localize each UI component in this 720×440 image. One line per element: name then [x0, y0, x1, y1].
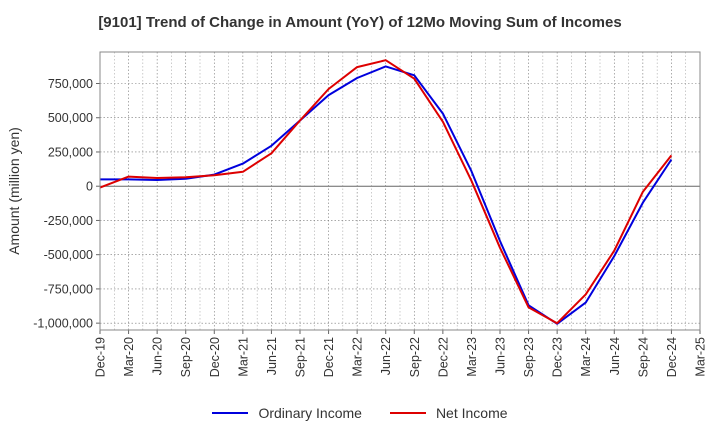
y-tick-label: 250,000 — [48, 145, 93, 159]
x-tick-label: Sep-21 — [294, 337, 308, 377]
legend-label-net-income: Net Income — [435, 405, 508, 421]
x-tick-label: Mar-20 — [122, 337, 136, 377]
axis-layer: -1,000,000 -750,000 -500,000 -250,000 0 250,0… — [33, 77, 707, 377]
legend: Ordinary Income Net Income — [0, 405, 720, 421]
x-tick-label: Dec-20 — [208, 337, 222, 377]
legend-label-ordinary-income: Ordinary Income — [258, 405, 362, 421]
x-tick-label: Mar-23 — [465, 337, 479, 377]
y-tick-label: 0 — [86, 180, 93, 194]
x-tick-label: Mar-24 — [579, 337, 593, 377]
y-axis-label: Amount (million yen) — [6, 127, 22, 255]
x-tick-label: Jun-20 — [151, 337, 165, 375]
y-tick-label: -250,000 — [44, 214, 93, 228]
x-tick-label: Sep-24 — [636, 337, 650, 377]
y-tick-label: -500,000 — [44, 248, 93, 262]
x-tick-label: Dec-24 — [665, 337, 679, 377]
x-tick-label: Mar-21 — [236, 337, 250, 377]
series-line-net-income — [99, 59, 673, 325]
legend-swatch-net-income — [389, 412, 426, 414]
x-tick-label: Jun-21 — [265, 337, 279, 375]
x-tick-label: Jun-24 — [608, 337, 622, 375]
x-tick-label: Dec-23 — [551, 337, 565, 377]
y-tick-label: -750,000 — [44, 282, 93, 296]
x-tick-label: Sep-20 — [179, 337, 193, 377]
x-tick-label: Jun-23 — [494, 337, 508, 375]
legend-swatch-ordinary-income — [212, 412, 249, 414]
grid-layer — [99, 52, 701, 330]
x-tick-label: Dec-22 — [436, 337, 450, 377]
x-tick-label: Mar-22 — [351, 337, 365, 377]
x-tick-label: Jun-22 — [379, 337, 393, 375]
x-tick-label: Dec-19 — [94, 337, 108, 377]
y-tick-label: 750,000 — [48, 77, 93, 91]
x-tick-label: Sep-23 — [522, 337, 536, 377]
legend-item-ordinary-income: Ordinary Income — [212, 405, 362, 421]
chart-title: [9101] Trend of Change in Amount (YoY) o… — [98, 14, 622, 31]
x-tick-label: Mar-25 — [694, 337, 708, 377]
x-tick-label: Dec-21 — [322, 337, 336, 377]
x-tick-label: Sep-22 — [408, 337, 422, 377]
plot-border — [99, 51, 701, 331]
y-tick-label: -1,000,000 — [33, 317, 93, 331]
plot-area — [100, 52, 700, 330]
y-tick-label: 500,000 — [48, 111, 93, 125]
legend-item-net-income: Net Income — [389, 405, 508, 421]
